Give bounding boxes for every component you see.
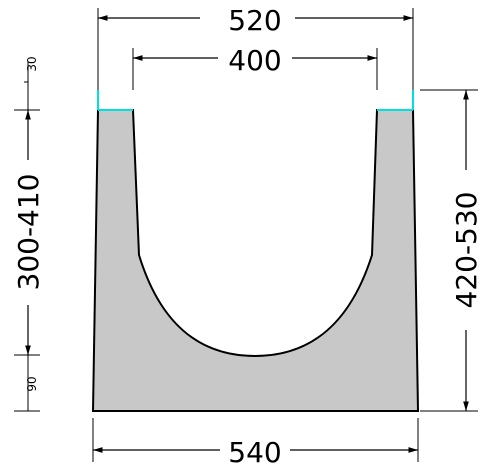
- dimension-right-height-label: 420-530: [450, 192, 483, 309]
- dimension-left-height: 300-410: [12, 110, 45, 355]
- channel-body: [91, 109, 420, 412]
- dimension-top-outer-label: 520: [228, 4, 281, 37]
- dimension-base-thickness: 90: [25, 355, 39, 411]
- dimension-top-inner: 400: [133, 44, 377, 77]
- dimension-right-height: 420-530: [450, 90, 483, 411]
- dimension-base-thickness-label: 90: [25, 376, 39, 391]
- dimension-bottom-label: 540: [228, 436, 281, 466]
- dimension-top-inner-label: 400: [228, 44, 281, 77]
- dimension-top-edge-height: 30: [24, 56, 39, 110]
- dimension-top-edge-height-label: 30: [25, 56, 39, 71]
- dimension-bottom: 540: [93, 436, 418, 466]
- top-edge-accent-left: [97, 90, 133, 111]
- dimension-top-outer: 520: [98, 4, 413, 37]
- top-edge-accent-right: [377, 90, 414, 111]
- dimension-left-height-label: 300-410: [12, 174, 45, 291]
